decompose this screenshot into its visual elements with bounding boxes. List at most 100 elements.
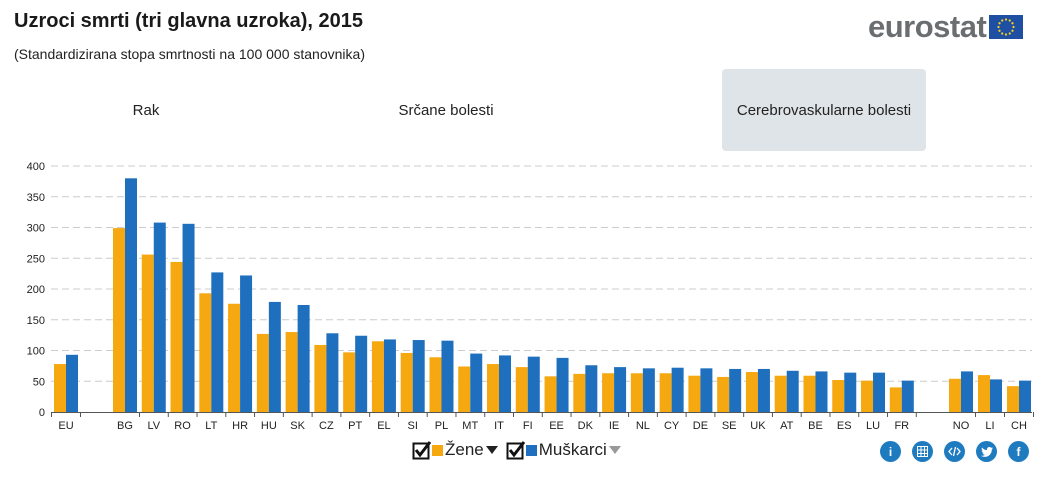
chevron-down-icon[interactable]	[485, 446, 498, 454]
x-tick-label: EE	[549, 420, 564, 432]
twitter-icon[interactable]	[976, 441, 997, 462]
x-tick-label: BE	[808, 420, 823, 432]
tab-rak[interactable]: Rak	[96, 70, 196, 150]
bar-muskarci	[961, 371, 973, 412]
bar-zene	[861, 380, 874, 412]
bar-zene	[717, 376, 730, 412]
bar-zene	[602, 373, 615, 412]
flag-star	[998, 22, 1001, 25]
bar-muskarci	[729, 368, 742, 412]
x-tick-label: PL	[435, 420, 448, 432]
flag-star	[1005, 18, 1008, 21]
bar-zene	[544, 376, 557, 412]
x-tick-label: IT	[494, 420, 504, 432]
bar-muskarci	[240, 275, 253, 412]
x-tick-label: DK	[578, 420, 594, 432]
x-tick-label: LT	[205, 420, 217, 432]
bar-muskarci	[268, 301, 281, 412]
x-tick-label: LI	[985, 420, 994, 432]
x-tick-label: NO	[953, 420, 970, 432]
bar-muskarci	[901, 380, 914, 412]
bar-zene	[113, 228, 125, 412]
x-tick-label: SE	[722, 420, 737, 432]
bar-muskarci	[585, 365, 598, 412]
x-tick-label: SK	[290, 420, 305, 432]
x-tick-label: LV	[147, 420, 160, 432]
legend-item-men[interactable]: Muškarci	[506, 440, 621, 460]
checkbox-checked-icon[interactable]	[506, 440, 526, 460]
x-tick-label: BG	[117, 420, 133, 432]
bar-chart: 0 50 100 150 200 250 300 350 400 EU BG LV RO LT HR HU SK…	[27, 161, 1034, 432]
bar-muskarci	[990, 379, 1002, 412]
y-tick-label: 100	[27, 346, 45, 358]
x-tick-label: HU	[261, 420, 277, 432]
y-tick-label: 250	[27, 253, 45, 265]
chevron-down-icon[interactable]	[608, 446, 621, 454]
bar-muskarci	[671, 367, 684, 412]
bar-zene	[515, 367, 528, 412]
x-tick-label: NL	[636, 420, 650, 432]
bar-muskarci	[470, 353, 483, 412]
checkbox-checked-icon[interactable]	[412, 440, 432, 460]
bar-muskarci	[211, 272, 224, 412]
x-tick-label: ES	[837, 420, 852, 432]
bar-zene	[487, 364, 500, 412]
bar-zene	[54, 364, 66, 412]
tab-cerebrovaskularne-bolesti[interactable]: Cerebrovaskularne bolesti	[722, 69, 926, 151]
flag-star	[1005, 33, 1008, 36]
legend-item-women[interactable]: Žene	[412, 440, 498, 460]
y-tick-label: 0	[39, 407, 45, 419]
x-tick-label: FI	[523, 420, 533, 432]
x-tick-label: HR	[232, 420, 248, 432]
bar-zene	[803, 375, 816, 412]
x-tick-label: EL	[377, 420, 390, 432]
bar-muskarci	[815, 371, 828, 412]
bar-muskarci	[844, 372, 857, 412]
info-icon[interactable]: i	[880, 441, 901, 462]
flag-star	[997, 25, 1000, 29]
flag-star	[1012, 25, 1015, 29]
flag-star	[1001, 19, 1004, 22]
table-icon[interactable]	[912, 441, 933, 462]
tab-cerebrovaskularne-bolesti-label: Cerebrovaskularne bolesti	[736, 101, 912, 119]
bar-zene	[573, 373, 586, 412]
bar-zene	[400, 352, 413, 412]
bar-muskarci	[1019, 380, 1031, 412]
chart-subtitle: (Standardizirana stopa smrtnosti na 100 …	[14, 46, 365, 62]
bar-muskarci	[355, 335, 368, 412]
bar-zene	[630, 373, 643, 412]
flag-star	[1001, 32, 1004, 35]
x-tick-label: LU	[866, 420, 880, 432]
bar-zene	[1007, 386, 1019, 412]
embed-icon[interactable]	[944, 441, 965, 462]
logo-text: eurostat	[868, 9, 987, 44]
x-tick-label: UK	[750, 420, 766, 432]
x-tick-label: MT	[462, 420, 478, 432]
x-tick-label: EU	[58, 420, 73, 432]
facebook-icon[interactable]: f	[1008, 441, 1029, 462]
flag-star	[1011, 22, 1014, 25]
tab-srcane-bolesti[interactable]: Srčane bolesti	[385, 70, 507, 150]
bar-zene	[458, 366, 471, 412]
x-tick-label: FR	[894, 420, 909, 432]
bar-zene	[285, 332, 298, 412]
x-tick-label: CY	[664, 420, 680, 432]
bar-muskarci	[786, 370, 799, 412]
y-tick-label: 50	[33, 376, 45, 388]
bar-muskarci	[757, 368, 770, 412]
bar-muskarci	[383, 339, 396, 412]
bar-muskarci	[125, 178, 137, 412]
bar-muskarci	[182, 223, 195, 412]
y-tick-label: 150	[27, 315, 45, 327]
bar-zene	[256, 333, 269, 412]
bar-zene	[949, 378, 961, 412]
bar-zene	[832, 380, 845, 412]
tab-srcane-bolesti-label: Srčane bolesti	[398, 101, 494, 119]
bar-muskarci	[642, 368, 655, 412]
bar-muskarci	[66, 354, 78, 412]
flag-star	[1008, 19, 1012, 22]
y-tick-label: 350	[27, 192, 45, 204]
bar-zene	[371, 341, 384, 412]
bar-zene	[170, 261, 183, 412]
bar-zene	[141, 254, 154, 412]
